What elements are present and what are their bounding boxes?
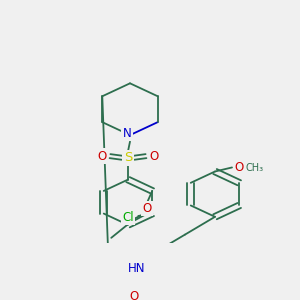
Text: O: O: [129, 290, 139, 300]
Text: Cl: Cl: [122, 211, 134, 224]
Text: O: O: [234, 161, 244, 174]
Text: N: N: [123, 127, 131, 140]
Text: O: O: [98, 150, 106, 163]
Text: O: O: [142, 202, 152, 215]
Text: O: O: [149, 150, 159, 163]
Text: S: S: [124, 151, 132, 164]
Text: HN: HN: [128, 262, 146, 275]
Text: CH₃: CH₃: [246, 163, 264, 173]
